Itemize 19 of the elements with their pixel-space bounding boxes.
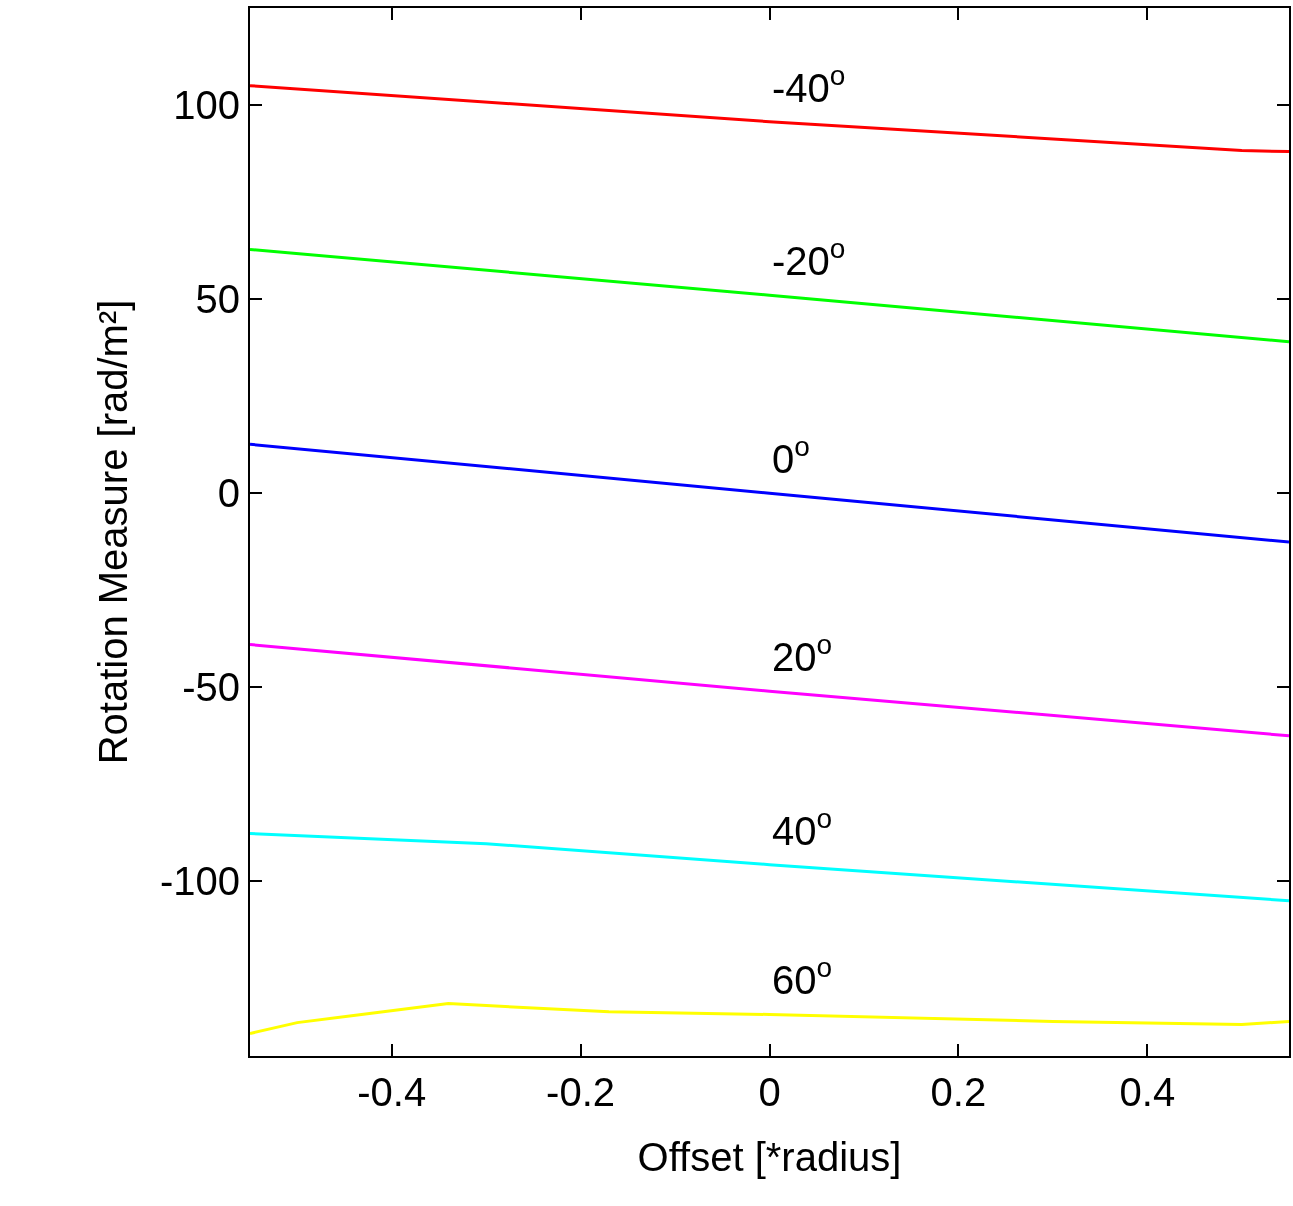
y-tick-label: -100 bbox=[159, 859, 240, 904]
y-tick-label: 50 bbox=[195, 277, 240, 322]
series-label: 60$^{o}$ bbox=[772, 952, 833, 1002]
series-label: 20$^{o}$ bbox=[772, 629, 833, 679]
x-tick-label: 0.4 bbox=[1119, 1070, 1176, 1114]
x-tick-label: 0 bbox=[758, 1070, 781, 1114]
line-series bbox=[250, 1002, 1289, 1035]
y-tick-label: 100 bbox=[173, 83, 240, 128]
y-tick-label: -50 bbox=[182, 665, 240, 710]
x-tick-label: -0.2 bbox=[546, 1070, 616, 1114]
series-label: 0$^{o}$ bbox=[772, 431, 810, 481]
x-axis-title: Offset [*radius] bbox=[637, 1135, 902, 1179]
x-tick-label: 0.2 bbox=[930, 1070, 987, 1114]
series-label: -20$^{o}$ bbox=[772, 233, 846, 283]
x-tick-label: -0.4 bbox=[357, 1070, 427, 1114]
y-axis-title: Rotation Measure [rad/m²] bbox=[90, 299, 135, 765]
y-tick-label: 0 bbox=[217, 471, 240, 516]
series-label: 40$^{o}$ bbox=[772, 803, 833, 853]
series-label: -40$^{o}$ bbox=[772, 60, 846, 110]
